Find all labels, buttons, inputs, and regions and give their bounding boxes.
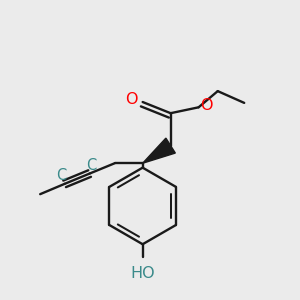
Text: O: O (201, 98, 213, 113)
Text: C: C (56, 168, 67, 183)
Text: O: O (125, 92, 138, 107)
Text: HO: HO (130, 266, 155, 281)
Polygon shape (142, 138, 175, 163)
Text: C: C (86, 158, 96, 173)
